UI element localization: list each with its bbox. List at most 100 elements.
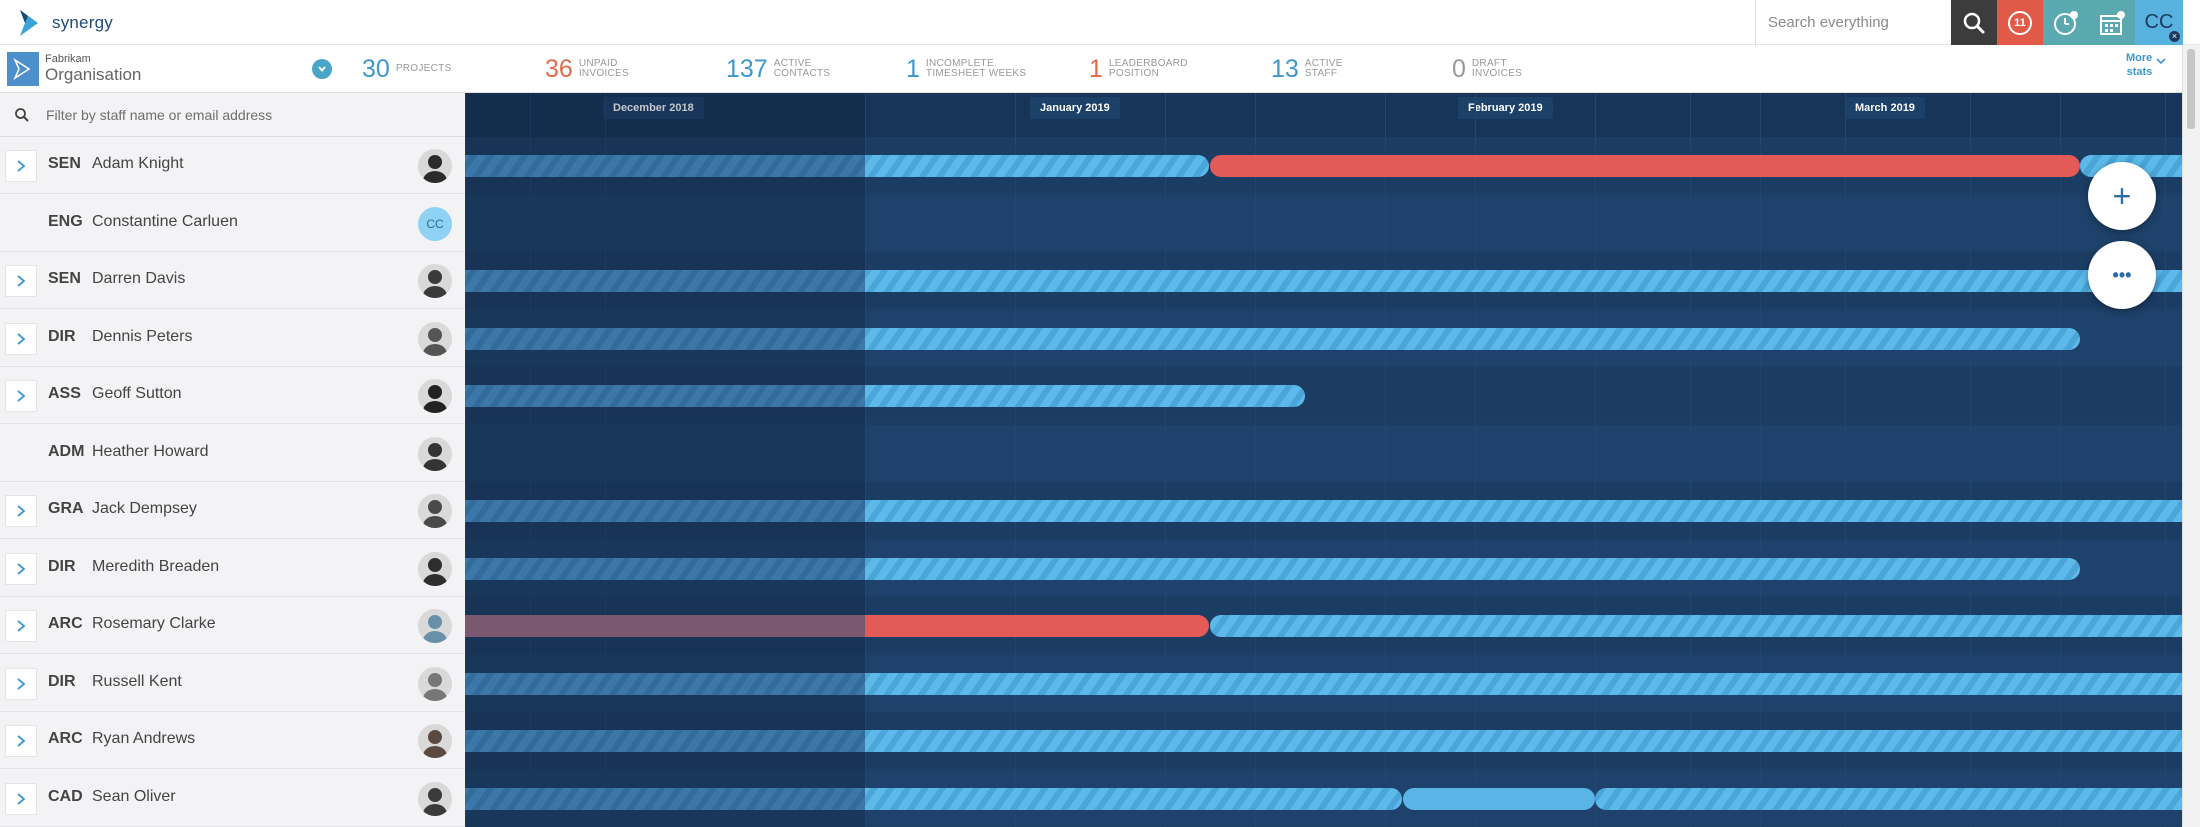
staff-row[interactable]: ENG Constantine Carluen CC: [0, 194, 465, 252]
project-booking-bar[interactable]: [865, 327, 2080, 350]
project-booking-bar[interactable]: [465, 730, 865, 752]
vertical-scrollbar[interactable]: [2182, 45, 2200, 827]
project-booking-bar[interactable]: [465, 327, 865, 350]
staff-name[interactable]: Darren Davis: [92, 270, 186, 287]
avatar[interactable]: [418, 379, 452, 413]
expand-row-button[interactable]: [5, 667, 37, 700]
staff-row[interactable]: DIR Dennis Peters: [0, 309, 465, 367]
more-stats-button[interactable]: More stats: [2126, 51, 2166, 79]
schedule-timeline[interactable]: December 2018 January 2019 February 2019 Ma…: [465, 93, 2182, 827]
expand-row-button[interactable]: [5, 265, 37, 297]
staff-row[interactable]: ADM Heather Howard: [0, 424, 465, 482]
avatar[interactable]: [418, 149, 452, 183]
project-booking-bar[interactable]: [865, 500, 2182, 522]
timeline-row[interactable]: [465, 137, 2182, 194]
project-booking-bar[interactable]: [865, 270, 2182, 292]
timeline-row[interactable]: [465, 712, 2182, 769]
expand-row-button[interactable]: [5, 380, 37, 412]
global-search-input[interactable]: [1756, 0, 1951, 45]
synergy-logo[interactable]: synergy: [14, 6, 113, 40]
expand-row-button[interactable]: [5, 552, 37, 585]
avatar[interactable]: [418, 321, 452, 356]
staff-name[interactable]: Sean Oliver: [92, 787, 176, 805]
timeline-row[interactable]: [465, 424, 2182, 482]
staff-name[interactable]: Dennis Peters: [92, 327, 193, 345]
more-options-button[interactable]: •••: [2088, 241, 2156, 309]
expand-row-button[interactable]: [5, 782, 37, 815]
expand-row-button[interactable]: [5, 610, 37, 642]
staff-name[interactable]: Ryan Andrews: [92, 730, 196, 747]
stat-3[interactable]: 1 INCOMPLETE TIMESHEET WEEKS: [906, 53, 1026, 85]
avatar[interactable]: [418, 494, 452, 528]
stat-4[interactable]: 1 LEADERBOARD POSITION: [1089, 53, 1188, 85]
staff-row[interactable]: GRA Jack Dempsey: [0, 482, 465, 539]
avatar[interactable]: [418, 609, 452, 643]
staff-name[interactable]: Jack Dempsey: [92, 500, 197, 517]
staff-name[interactable]: Adam Knight: [92, 155, 184, 172]
project-booking-bar[interactable]: [1403, 787, 1595, 810]
project-booking-bar[interactable]: [465, 672, 865, 695]
project-booking-bar[interactable]: [465, 385, 865, 407]
stat-1[interactable]: 36 UNPAID INVOICES: [545, 53, 629, 85]
timeline-row[interactable]: [465, 367, 2182, 424]
staff-row[interactable]: SEN Adam Knight: [0, 137, 465, 194]
calendar-button[interactable]: [2089, 0, 2135, 45]
search-button[interactable]: [1951, 0, 1997, 45]
expand-row-button[interactable]: [5, 725, 37, 757]
timeline-row[interactable]: [465, 597, 2182, 654]
avatar[interactable]: CC: [418, 206, 452, 241]
add-booking-button[interactable]: +: [2088, 162, 2156, 230]
scrollbar-thumb[interactable]: [2187, 49, 2195, 129]
avatar[interactable]: [418, 666, 452, 701]
stat-6[interactable]: 0 DRAFT INVOICES: [1452, 53, 1522, 85]
staff-name[interactable]: Meredith Breaden: [92, 557, 220, 575]
staff-name[interactable]: Heather Howard: [92, 442, 209, 460]
project-booking-bar[interactable]: [465, 787, 865, 810]
project-booking-bar[interactable]: [465, 557, 865, 580]
stat-5[interactable]: 13 ACTIVE STAFF: [1271, 53, 1343, 85]
timeline-row[interactable]: [465, 252, 2182, 309]
staff-filter-input[interactable]: [46, 106, 426, 123]
staff-name[interactable]: Geoff Sutton: [92, 385, 182, 402]
staff-row[interactable]: CAD Sean Oliver: [0, 769, 465, 827]
project-booking-bar[interactable]: [465, 270, 865, 292]
project-booking-bar[interactable]: [865, 155, 1209, 177]
staff-name[interactable]: Russell Kent: [92, 672, 182, 690]
chevron-down-icon[interactable]: [312, 59, 332, 79]
timeline-row[interactable]: [465, 194, 2182, 252]
expand-row-button[interactable]: [5, 150, 37, 182]
timeline-row[interactable]: [465, 482, 2182, 539]
project-booking-bar[interactable]: [865, 557, 2080, 580]
avatar[interactable]: [418, 264, 452, 298]
project-booking-bar[interactable]: [865, 672, 2182, 695]
project-booking-bar[interactable]: [865, 787, 1402, 810]
staff-row[interactable]: ARC Rosemary Clarke: [0, 597, 465, 654]
leave-booking-bar[interactable]: [865, 615, 1209, 637]
staff-row[interactable]: DIR Meredith Breaden: [0, 539, 465, 597]
staff-row[interactable]: DIR Russell Kent: [0, 654, 465, 712]
avatar[interactable]: [418, 436, 452, 471]
expand-row-button[interactable]: [5, 495, 37, 527]
user-menu-button[interactable]: CC ×: [2135, 0, 2183, 45]
avatar[interactable]: [418, 551, 452, 586]
alerts-button[interactable]: 11: [1997, 0, 2043, 45]
avatar[interactable]: [418, 724, 452, 758]
project-booking-bar[interactable]: [865, 730, 2182, 752]
project-booking-bar[interactable]: [1210, 615, 2182, 637]
staff-row[interactable]: SEN Darren Davis: [0, 252, 465, 309]
staff-row[interactable]: ASS Geoff Sutton: [0, 367, 465, 424]
avatar[interactable]: [418, 781, 452, 816]
project-booking-bar[interactable]: [465, 500, 865, 522]
staff-row[interactable]: ARC Ryan Andrews: [0, 712, 465, 769]
leave-booking-bar[interactable]: [1210, 155, 2080, 177]
expand-row-button[interactable]: [5, 322, 37, 355]
project-booking-bar[interactable]: [1595, 787, 2182, 810]
project-booking-bar[interactable]: [465, 155, 865, 177]
stat-0[interactable]: 30 PROJECTS: [362, 53, 452, 85]
project-booking-bar[interactable]: [865, 385, 1305, 407]
stat-2[interactable]: 137 ACTIVE CONTACTS: [726, 53, 830, 85]
leave-booking-bar[interactable]: [465, 615, 865, 637]
staff-name[interactable]: Rosemary Clarke: [92, 615, 216, 632]
organisation-selector[interactable]: Fabrikam Organisation: [0, 45, 340, 93]
timer-button[interactable]: [2043, 0, 2089, 45]
